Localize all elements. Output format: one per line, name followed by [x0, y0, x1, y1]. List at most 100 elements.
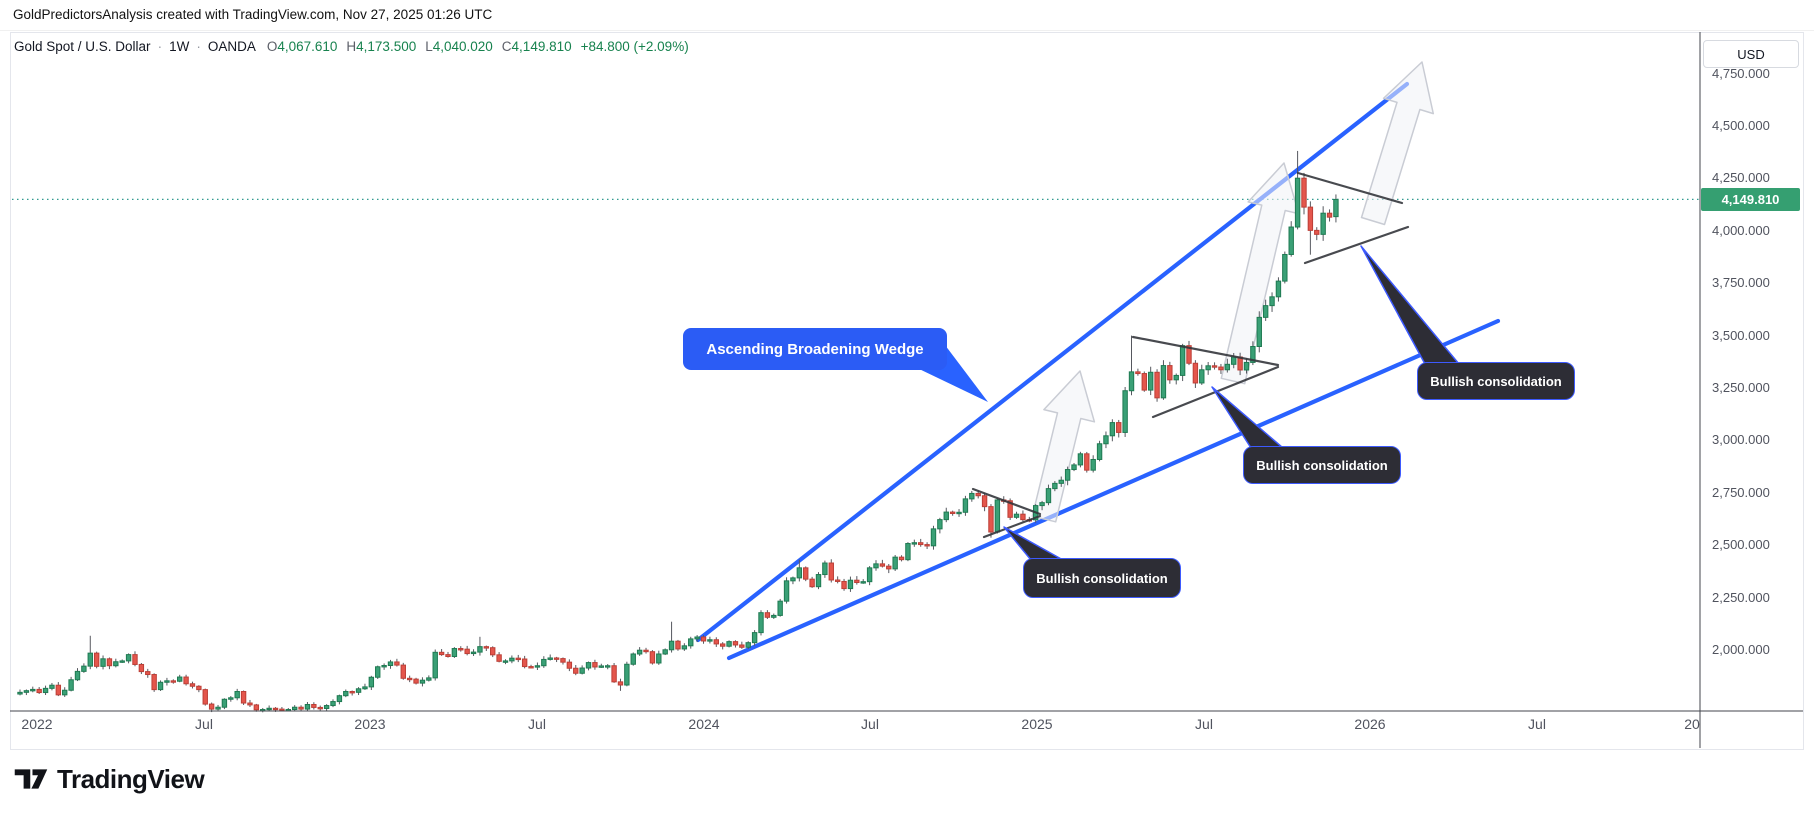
interval-label[interactable]: 1W [169, 39, 190, 54]
candle-up [125, 654, 132, 662]
tradingview-logo-mark [14, 769, 48, 789]
candle-up [541, 658, 547, 667]
wedge-lower-trendline[interactable] [726, 318, 1501, 661]
candle-up [585, 662, 592, 669]
wedge-upper-trendline[interactable] [695, 81, 1410, 643]
ohlc-value: H4,173.500 [346, 39, 417, 54]
candle-down [438, 651, 445, 656]
candle-down [298, 706, 304, 710]
candle-up [534, 665, 541, 668]
wedge-pattern-label[interactable]: Ascending Broadening Wedge [683, 328, 947, 370]
currency-toggle-button[interactable]: USD [1703, 40, 1799, 68]
candle-down [528, 666, 534, 669]
candle-down [253, 704, 260, 711]
candle-down [981, 495, 988, 508]
candle-down [400, 664, 406, 679]
candle-down [949, 511, 956, 514]
tradingview-logo[interactable]: TradingView [14, 758, 205, 800]
candle-down [1314, 229, 1320, 235]
time-tick-label: 2022 [21, 716, 53, 732]
candle-up [668, 640, 675, 651]
candle-up [994, 499, 1001, 533]
candle-up [1064, 469, 1071, 481]
time-tick-label: Jul [528, 716, 546, 732]
candle-up [624, 663, 630, 686]
price-tick-label: 2,250.000 [1712, 589, 1770, 605]
candle-up [758, 612, 764, 634]
candle-up [477, 646, 483, 653]
price-tick-label: 2,000.000 [1712, 642, 1770, 657]
up-arrow-drawing[interactable] [1220, 162, 1300, 385]
candle-up [368, 676, 375, 688]
candle-up [426, 677, 432, 681]
pennant-line[interactable] [1131, 335, 1280, 367]
candle-up [221, 698, 228, 708]
tradingview-logo-text: TradingView [57, 763, 205, 794]
breakout-arrows[interactable] [1031, 61, 1435, 523]
candle-up [847, 579, 854, 590]
up-arrow-drawing[interactable] [1031, 370, 1096, 523]
candle-down [240, 691, 247, 704]
candle-up [745, 642, 751, 648]
candle-up [234, 691, 240, 699]
last-price-badge: 4,149.810 [1701, 187, 1800, 211]
candle-up [381, 665, 387, 668]
candle-up [215, 706, 221, 710]
candle-down [1301, 177, 1307, 208]
candle-up [49, 684, 55, 689]
candle-down [1167, 365, 1173, 381]
candle-up [1224, 363, 1231, 371]
candle-down [445, 654, 451, 657]
symbol-name[interactable]: Gold Spot / U.S. Dollar [14, 39, 151, 54]
bullish-consolidation-callout[interactable]: Bullish consolidation [1023, 558, 1181, 598]
time-tick-label: Jul [1195, 716, 1213, 732]
candle-down [560, 658, 566, 663]
candle-up [1147, 371, 1154, 391]
candle-down [739, 644, 745, 648]
candle-down [272, 707, 279, 711]
candle-down [643, 649, 649, 653]
price-tick-label: 4,500.000 [1712, 118, 1770, 133]
exchange-label: OANDA [207, 39, 256, 54]
pennant-line[interactable] [982, 514, 1042, 539]
candle-down [841, 580, 847, 590]
candle-down [36, 688, 42, 694]
pennant-line[interactable] [971, 487, 1042, 516]
callout-tails [915, 245, 1460, 561]
bullish-consolidation-callout[interactable]: Bullish consolidation [1243, 446, 1401, 484]
price-tick-label: 3,250.000 [1712, 380, 1770, 395]
candle-down [317, 706, 323, 710]
candle-up [336, 695, 343, 703]
candle-up [873, 563, 879, 569]
candle-down [170, 680, 177, 683]
candle-up [1205, 365, 1211, 371]
candle-up [1077, 453, 1084, 466]
wedge-trendlines[interactable] [695, 81, 1501, 661]
pennant-line[interactable] [1303, 225, 1410, 265]
candle-down [828, 562, 834, 581]
candle-down [566, 661, 573, 669]
candle-up [1269, 296, 1275, 307]
up-arrow-drawing[interactable] [1360, 61, 1435, 226]
candle-up [1071, 464, 1077, 471]
candle-up [636, 649, 643, 655]
candle-down [406, 677, 413, 681]
candle-up [387, 661, 394, 667]
candle-up [30, 688, 36, 692]
candle-up [81, 665, 87, 672]
candle-down [145, 671, 151, 676]
candle-up [771, 614, 777, 618]
candle-up [1243, 361, 1250, 371]
candle-up [1103, 435, 1109, 445]
candle-down [700, 636, 707, 642]
candle-down [189, 683, 196, 687]
bullish-consolidation-callout[interactable]: Bullish consolidation [1417, 362, 1575, 400]
candle-up [343, 691, 349, 697]
candle-down [247, 702, 253, 706]
ohlc-values: O4,067.610 H4,173.500 L4,040.020 C4,149.810 [267, 39, 572, 54]
candle-down [183, 676, 189, 685]
pennant-line[interactable] [1296, 171, 1404, 205]
candle-down [279, 708, 285, 712]
candle-up [694, 636, 700, 640]
